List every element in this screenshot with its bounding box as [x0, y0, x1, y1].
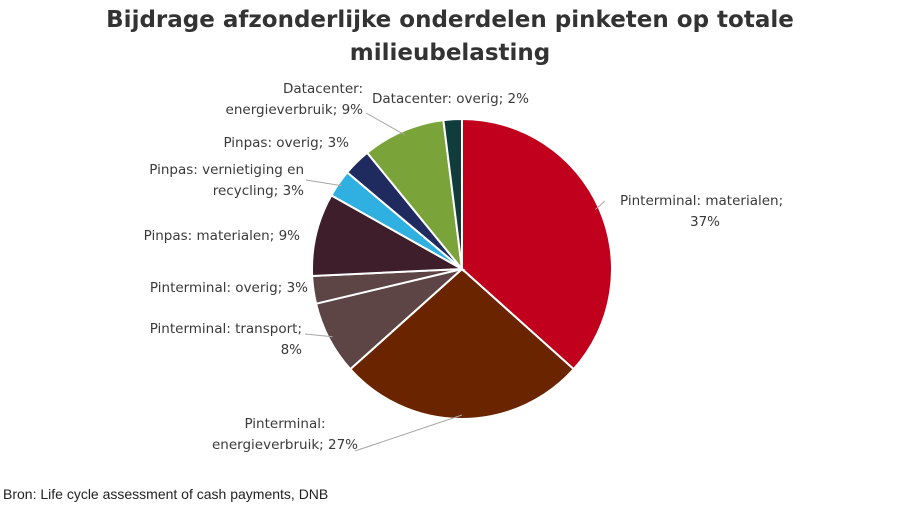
- leader-lines: [304, 112, 606, 452]
- slice-label: Pinterminal: materialen; 37%: [620, 193, 783, 230]
- slice-label: Datacenter: energieverbruik; 9%: [226, 81, 364, 118]
- slice-label: Pinpas: materialen; 9%: [144, 228, 301, 244]
- pie-slice: [311, 193, 466, 278]
- pie-slice: [442, 117, 463, 270]
- source-note: Bron: Life cycle assessment of cash paym…: [3, 486, 329, 502]
- slice-labels: Pinterminal: materialen; 37% Pinterminal: e…: [144, 81, 783, 453]
- slice-label: Pinterminal: energieverbruik; 27%: [212, 416, 358, 453]
- slice-label: Datacenter: overig; 2%: [372, 91, 529, 107]
- pie-slices: [311, 117, 613, 420]
- leader-line: [365, 112, 405, 136]
- pie-slice: [365, 119, 464, 273]
- leader-line: [305, 179, 343, 187]
- leader-line: [354, 414, 463, 452]
- slice-label: Pinpas: overig; 3%: [223, 135, 349, 151]
- slice-label: Pinpas: vernietiging en recycling; 3%: [149, 162, 304, 199]
- slice-label: Pinterminal: transport; 8%: [150, 321, 302, 358]
- leader-line: [304, 333, 333, 338]
- slice-label: Pinterminal: overig; 3%: [150, 280, 308, 296]
- chart-title-line-1: Bijdrage afzonderlijke onderdelen pinket…: [106, 7, 794, 33]
- leader-line: [594, 200, 606, 210]
- pie-slice: [348, 267, 576, 420]
- pie-slice: [461, 117, 613, 371]
- chart-title: Bijdrage afzonderlijke onderdelen pinket…: [0, 4, 900, 70]
- chart-title-line-2: milieubelasting: [349, 40, 551, 66]
